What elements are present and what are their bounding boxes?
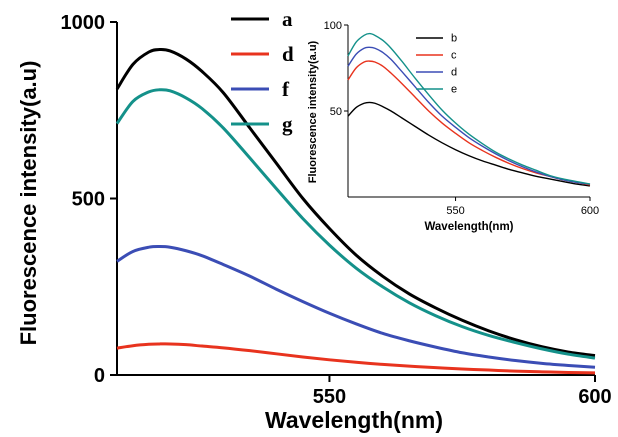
main-legend-label: g [282, 112, 293, 136]
main-tick-group: 550 600 0 500 1000 [61, 12, 612, 408]
inset-series-line-b [347, 101, 591, 187]
inset-tick-group: 550 600 50 100 [324, 20, 600, 217]
inset-y-tick-label: 100 [324, 20, 342, 32]
main-legend-label: a [282, 7, 293, 31]
inset-series-line-d [347, 46, 591, 185]
main-y-tick-label: 500 [72, 189, 105, 211]
main-series-group [115, 47, 596, 375]
inset-legend-label: b [451, 33, 457, 45]
inset-legend-label: e [451, 84, 457, 96]
main-x-axis-title: Wavelength(nm) [265, 407, 443, 433]
inset-x-tick-label: 600 [581, 205, 599, 217]
inset-legend-label: c [451, 50, 457, 62]
inset-x-axis-title: Wavelength(nm) [424, 221, 513, 233]
inset-series-line-c [347, 60, 591, 186]
main-series-line-g [115, 88, 596, 360]
inset-series-line-e [347, 32, 591, 185]
inset-y-tick-label: 50 [330, 106, 342, 118]
main-legend-label: f [282, 77, 290, 101]
main-y-axis-title: Fluorescence intensity(a.u) [16, 61, 41, 346]
main-x-tick-label: 600 [578, 386, 611, 408]
main-y-tick-label: 0 [94, 365, 105, 387]
inset-series-group [347, 32, 591, 187]
inset-x-tick-label: 550 [446, 205, 464, 217]
main-y-tick-label: 1000 [61, 12, 106, 34]
main-series-line-a [115, 47, 596, 358]
inset-plot-frame [347, 25, 590, 198]
main-plot-frame [116, 22, 595, 376]
inset-legend-label: d [451, 67, 457, 79]
main-series-line-f [116, 245, 596, 369]
inset-y-axis-title: Fluorescence intensity(a.u) [307, 40, 319, 183]
main-x-tick-label: 550 [313, 386, 346, 408]
main-legend-label: d [282, 42, 294, 66]
main-series-line-d [116, 342, 596, 375]
